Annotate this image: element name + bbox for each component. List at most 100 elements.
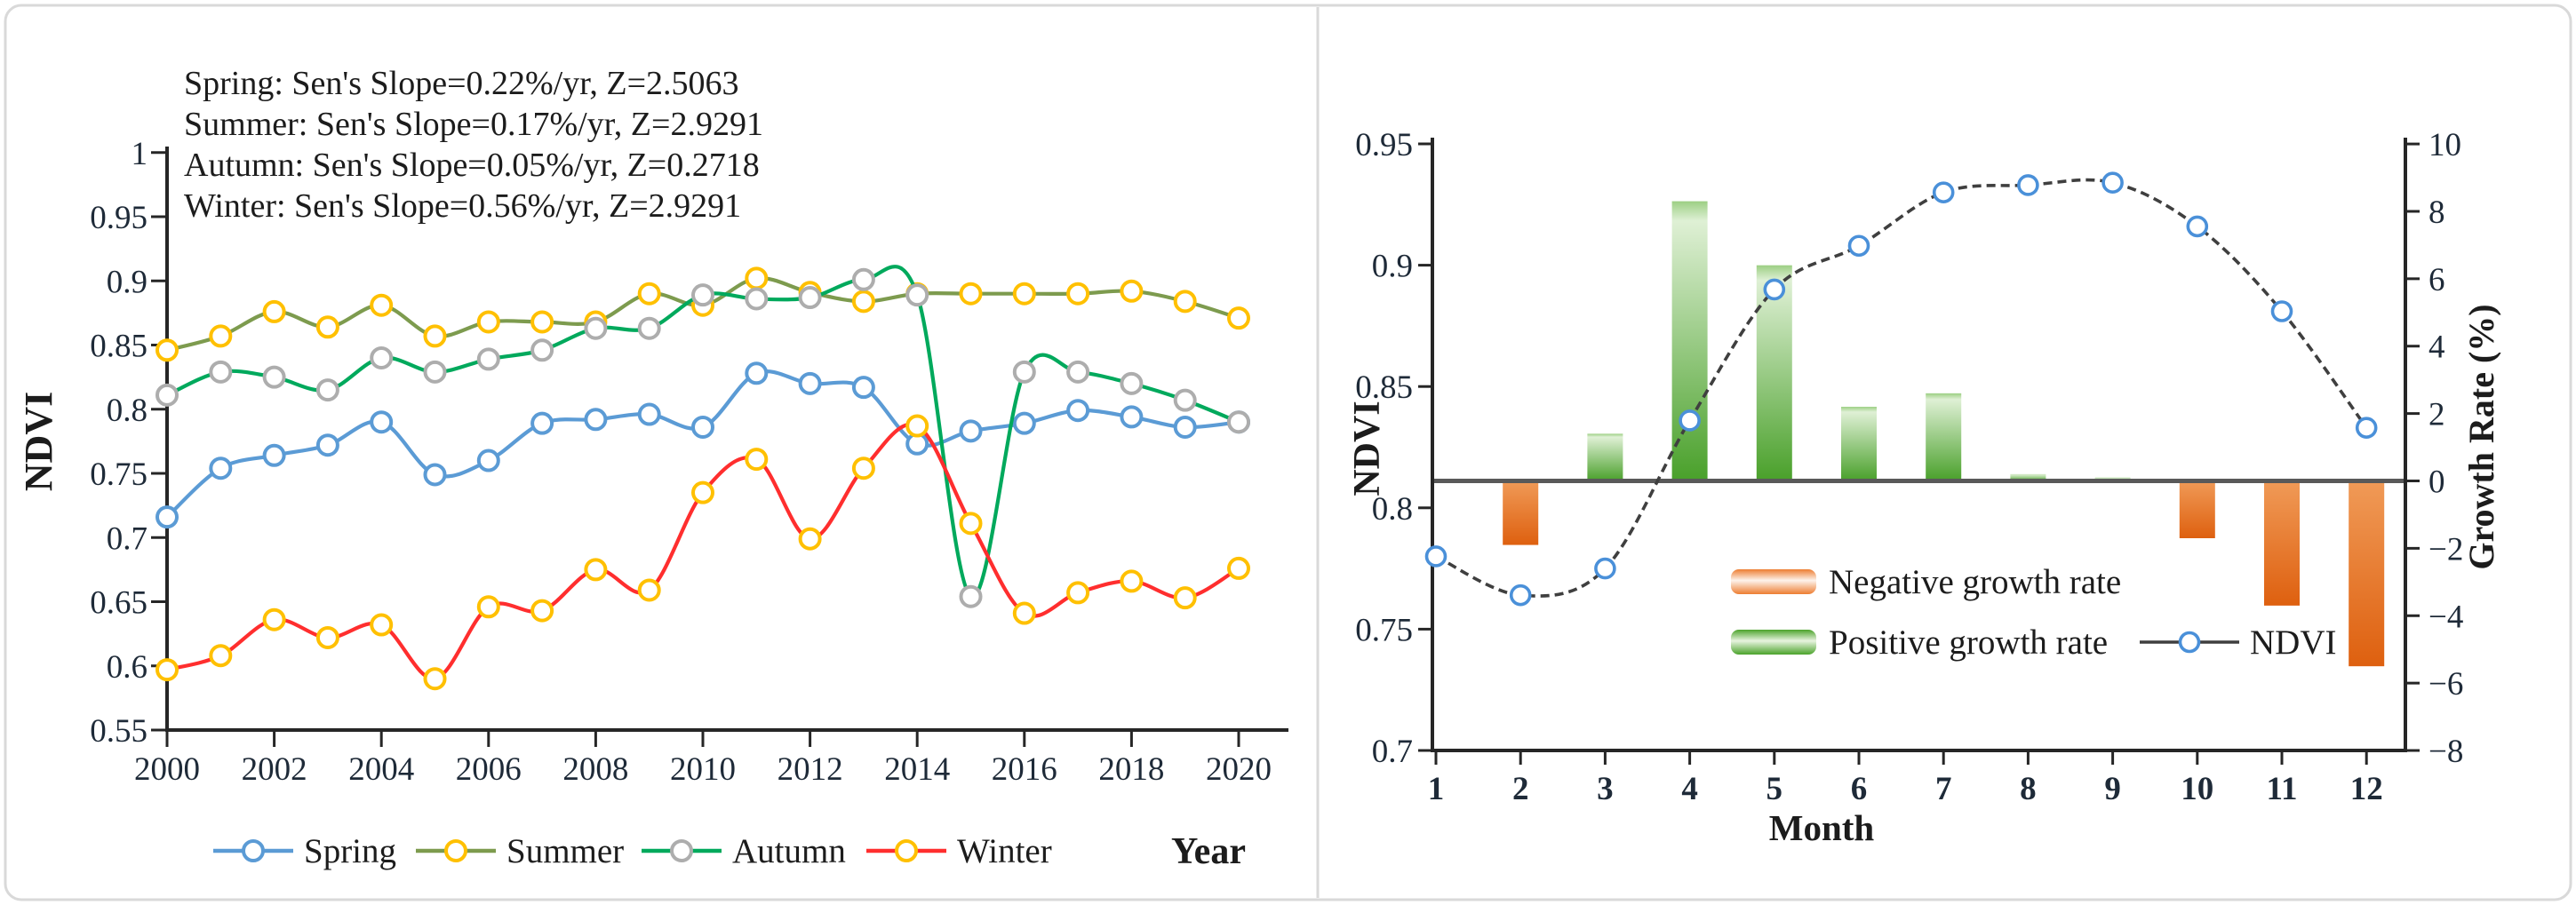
data-point (798, 286, 822, 310)
ndvi-data-point (1932, 181, 1955, 203)
legend-marker (242, 839, 265, 862)
data-point (745, 287, 769, 311)
y-tick-label: 0.55 (90, 713, 148, 750)
bar-positive-month-7 (1926, 393, 1962, 481)
data-point (851, 376, 875, 400)
ndvi-data-point (2270, 300, 2293, 322)
data-point (584, 558, 608, 582)
y-axis-title: NDVI (17, 392, 60, 491)
data-point (798, 371, 822, 395)
data-point (1012, 360, 1036, 384)
x-tick-label: 4 (1681, 771, 1698, 807)
ndvi-data-point (2017, 174, 2039, 196)
growth-legend: Negative growth rate Positive growth rate… (1731, 563, 2336, 662)
right-y-tick-label: 4 (2428, 329, 2445, 366)
y-tick-label: 0.85 (90, 329, 148, 365)
data-point (156, 505, 179, 529)
data-point (1012, 601, 1036, 625)
y-tick-label: 0.7 (107, 520, 148, 557)
data-point (691, 283, 714, 307)
data-point (476, 347, 500, 371)
ndvi-data-point (2101, 171, 2124, 194)
right-y-tick-label: 0 (2428, 464, 2445, 501)
ndvi-data-point (1594, 557, 1616, 580)
data-point (637, 282, 661, 306)
data-point (1066, 581, 1090, 605)
data-point (209, 360, 233, 384)
x-tick-label: 2020 (1206, 751, 1272, 788)
right-y-tick-label: −2 (2428, 531, 2463, 568)
left-y-tick-label: 0.7 (1372, 734, 1413, 770)
data-point (423, 360, 447, 384)
data-point (745, 266, 769, 290)
ndvi-data-point (1679, 409, 1701, 432)
bar-positive-month-4 (1671, 201, 1708, 481)
data-point (1173, 388, 1197, 412)
data-point (315, 378, 339, 402)
left-y-tick-label: 0.75 (1355, 612, 1413, 648)
annotation-line: Spring: Sen's Slope=0.22%/yr, Z=2.5063 (184, 65, 739, 102)
y-tick-label: 0.75 (90, 456, 148, 493)
x-tick-label: 11 (2267, 771, 2298, 807)
data-point (423, 667, 447, 691)
ndvi-data-point (1847, 234, 1870, 258)
y-tick-label: 0.95 (90, 200, 148, 236)
data-point (905, 283, 929, 307)
data-point (209, 456, 233, 480)
data-point (476, 449, 500, 472)
data-point (798, 527, 822, 551)
x-tick-label: 2002 (242, 751, 307, 788)
x-tick-label: 2018 (1098, 751, 1164, 788)
bar-negative-month-11 (2264, 480, 2300, 606)
series-spring (156, 361, 1250, 529)
legend-label-negative: Negative growth rate (1829, 563, 2121, 601)
data-point (959, 584, 983, 608)
data-point (1066, 360, 1090, 384)
series-summer (156, 266, 1250, 362)
legend-marker (670, 839, 693, 862)
data-point (745, 361, 769, 385)
data-point (1012, 411, 1036, 435)
bar-negative-month-2 (1503, 480, 1539, 545)
bar-positive-month-3 (1587, 433, 1623, 481)
data-point (1173, 290, 1197, 314)
x-axis-title: Year (1171, 831, 1246, 872)
figure-border (4, 4, 2572, 901)
data-point (1012, 282, 1036, 306)
x-tick-label: 2010 (670, 751, 736, 788)
data-point (1227, 306, 1250, 330)
data-point (156, 383, 179, 407)
data-point (262, 607, 286, 631)
data-point (423, 324, 447, 348)
legend-item-autumn: Autumn (642, 832, 846, 870)
x-tick-label: 2016 (992, 751, 1057, 788)
data-point (530, 599, 554, 623)
annotation-line: Winter: Sen's Slope=0.56%/yr, Z=2.9291 (184, 187, 741, 225)
data-point (370, 410, 394, 434)
right-y-tick-label: 2 (2428, 397, 2445, 433)
x-tick-label: 2012 (778, 751, 843, 788)
ndvi-data-point (1424, 545, 1448, 568)
data-point (959, 282, 983, 306)
x-tick-label: 2004 (348, 751, 414, 788)
left-y-tick-label: 0.85 (1355, 369, 1413, 406)
data-point (1066, 282, 1090, 306)
data-point (530, 310, 554, 334)
annotation-line: Autumn: Sen's Slope=0.05%/yr, Z=0.2718 (184, 147, 760, 184)
data-point (1066, 399, 1090, 423)
y-tick-label: 0.8 (107, 393, 148, 429)
legend-label: Summer (506, 832, 624, 870)
data-point (905, 414, 929, 438)
x-tick-label: 2008 (562, 751, 628, 788)
data-point (476, 310, 500, 334)
left-y-axis-title: NDVI (1347, 401, 1388, 496)
data-point (637, 316, 661, 340)
data-point (370, 345, 394, 369)
left-y-tick-label: 0.95 (1355, 127, 1413, 163)
data-point (1173, 586, 1197, 610)
data-point (370, 293, 394, 317)
data-point (745, 448, 769, 472)
data-point (959, 419, 983, 443)
data-point (156, 338, 179, 362)
